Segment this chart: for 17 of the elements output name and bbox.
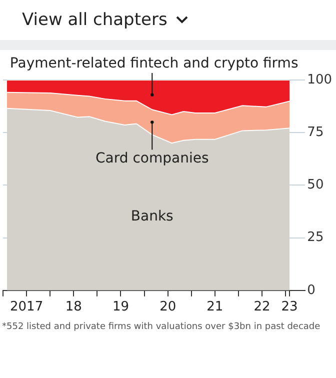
y-tick-label: 50	[307, 178, 324, 193]
y-tick-label: 100	[307, 72, 332, 88]
x-tick-label: 18	[65, 300, 82, 315]
x-tick-label: 20	[160, 300, 176, 315]
x-tick-label: 19	[112, 300, 130, 315]
x-tick-label: 22	[254, 300, 270, 315]
x-tick-label: 23	[281, 300, 298, 315]
text: *552 listed and private firms with valuations over $3bn in past decade	[1, 322, 322, 332]
series-label: Card companies	[96, 150, 209, 166]
x-tick-label: 21	[206, 300, 224, 315]
text: View all chapters	[22, 10, 168, 30]
series-label: Banks	[130, 208, 174, 224]
y-tick-label: 75	[307, 124, 324, 140]
y-tick-label: 25	[307, 230, 324, 246]
y-tick-label: 0	[307, 282, 316, 298]
x-tick-label: 2017	[10, 300, 44, 315]
series-label: Payment-related fintech and crypto firms	[10, 56, 298, 72]
